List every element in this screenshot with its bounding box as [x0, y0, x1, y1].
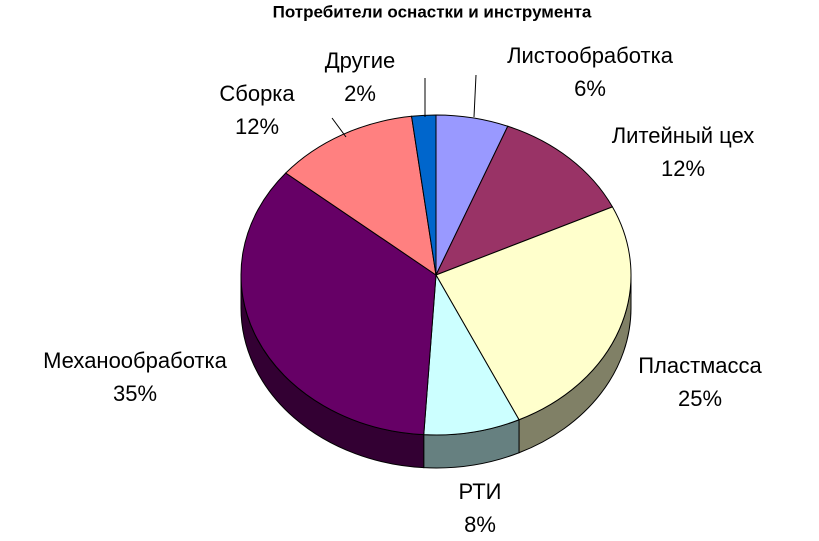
value-label: 25% — [678, 386, 722, 411]
value-label: 35% — [113, 381, 157, 406]
pie-slice — [435, 206, 632, 421]
pie-slice — [410, 114, 437, 276]
category-label: Механообработка — [43, 348, 228, 373]
category-label: Сборка — [219, 81, 295, 106]
pie-slice — [434, 125, 614, 276]
pie-slice — [284, 115, 437, 277]
value-label: 6% — [574, 76, 606, 101]
category-label: Литейный цех — [612, 123, 755, 148]
value-label: 2% — [344, 81, 376, 106]
category-label: Листообработка — [507, 43, 674, 68]
category-label: РТИ — [459, 479, 502, 504]
value-label: 12% — [661, 156, 705, 181]
chart-title: Потребители оснастки и инструмента — [273, 2, 592, 21]
value-label: 12% — [235, 114, 279, 139]
pie-slice — [240, 172, 437, 436]
labels: Листообработка 6%Литейный цех 12% Пластмасс… — [43, 43, 762, 537]
category-label: Другие — [325, 48, 395, 73]
pie-tops — [240, 114, 632, 436]
pie-slice — [423, 273, 520, 436]
value-label: 8% — [464, 512, 496, 537]
leader-line — [473, 74, 477, 118]
leader-line — [331, 117, 347, 138]
pie-sides — [240, 274, 632, 469]
category-label: Пластмасса — [638, 353, 762, 378]
